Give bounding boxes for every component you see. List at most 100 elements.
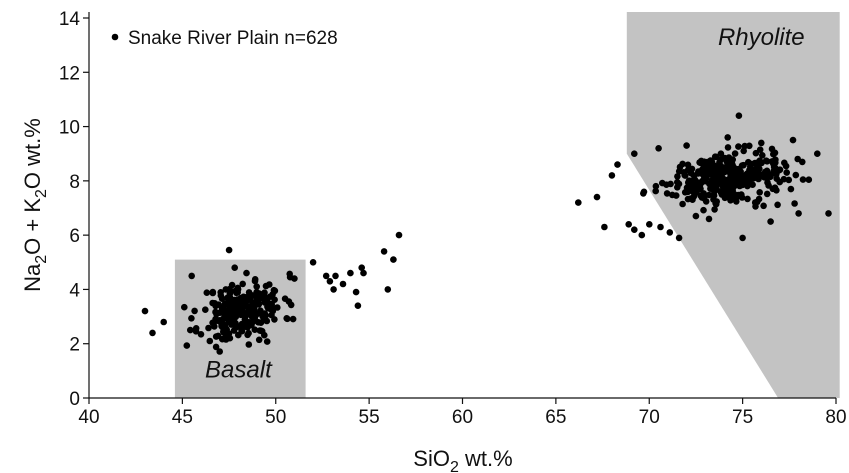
data-point [205, 324, 212, 332]
data-point [751, 159, 759, 167]
data-point [746, 142, 753, 150]
data-point [652, 182, 660, 190]
data-point [212, 343, 220, 351]
data-point [663, 190, 671, 197]
y-title-sub2: 2 [33, 189, 50, 198]
data-point [271, 316, 278, 323]
data-point [242, 294, 250, 301]
data-point [785, 176, 793, 184]
data-point [701, 177, 709, 185]
data-point [669, 191, 676, 199]
data-point [263, 317, 271, 325]
data-point [631, 150, 638, 157]
y-tick-label: 8 [69, 172, 80, 193]
data-point [755, 195, 763, 203]
data-point [799, 176, 807, 183]
data-point [767, 218, 774, 225]
data-point [743, 170, 751, 177]
data-point [711, 206, 718, 213]
x-ticks: 40 45 50 55 60 65 70 75 80 [78, 398, 847, 428]
data-point [347, 269, 354, 277]
data-point [692, 212, 700, 220]
data-point [730, 177, 738, 184]
data-point [326, 278, 334, 285]
data-point [792, 171, 800, 179]
data-point [224, 310, 231, 318]
data-point [646, 221, 653, 228]
data-point [360, 269, 367, 277]
data-point [330, 286, 337, 293]
data-point [255, 336, 263, 344]
data-point [675, 234, 683, 242]
data-point [625, 221, 632, 228]
data-point [679, 200, 686, 208]
data-point [699, 160, 706, 167]
data-point [217, 289, 224, 296]
y-axis-title: Na2O + K2O wt.% [20, 118, 50, 292]
data-point [705, 215, 713, 223]
data-point [690, 177, 698, 184]
data-point [700, 206, 707, 214]
data-point [684, 166, 692, 174]
data-point [192, 328, 200, 335]
data-point [710, 183, 717, 191]
data-point [225, 246, 233, 254]
data-point [705, 191, 713, 199]
data-point [254, 299, 262, 306]
data-point [384, 286, 392, 293]
data-point [791, 200, 798, 207]
x-tick-label: 55 [359, 407, 380, 428]
data-point [764, 179, 771, 186]
data-point [222, 286, 230, 293]
data-point [631, 226, 638, 233]
data-point [601, 223, 608, 231]
data-point [763, 158, 771, 165]
data-point [593, 193, 601, 201]
data-point [284, 315, 291, 323]
data-point [354, 302, 362, 310]
data-point [232, 313, 240, 321]
data-point [724, 144, 732, 151]
data-point [380, 248, 388, 255]
data-point [666, 229, 674, 236]
x-title-rest: wt.% [459, 446, 513, 471]
data-point [228, 321, 235, 328]
data-point [710, 165, 718, 173]
data-point [197, 331, 205, 338]
data-point [249, 318, 257, 326]
data-point [216, 348, 223, 355]
data-point [685, 179, 692, 186]
region-label-rhyolite: Rhyolite [718, 24, 805, 51]
data-point [715, 177, 723, 185]
x-tick-label: 60 [452, 407, 473, 428]
data-point [735, 143, 742, 150]
data-point [770, 163, 778, 171]
data-point [352, 288, 360, 296]
x-axis-title: SiO2 wt.% [413, 446, 512, 473]
data-point [214, 332, 222, 340]
data-point [721, 184, 729, 191]
data-point [251, 276, 259, 283]
data-point [268, 303, 276, 310]
data-point [188, 272, 195, 280]
data-point [753, 165, 760, 172]
data-point [236, 303, 243, 310]
y-tick-label: 14 [59, 9, 81, 30]
data-point [731, 165, 739, 172]
data-point [759, 152, 766, 159]
x-tick-label: 75 [732, 407, 753, 428]
data-point [700, 194, 708, 202]
data-point [187, 326, 194, 334]
y-tick-label: 0 [69, 389, 80, 410]
data-point [271, 296, 278, 304]
data-point [218, 295, 226, 303]
data-point [789, 136, 797, 144]
data-point [231, 308, 239, 315]
data-point [783, 169, 790, 176]
data-point [332, 272, 339, 280]
data-points [141, 112, 832, 355]
data-point [685, 184, 693, 191]
data-point [814, 150, 821, 157]
data-point [737, 168, 744, 175]
